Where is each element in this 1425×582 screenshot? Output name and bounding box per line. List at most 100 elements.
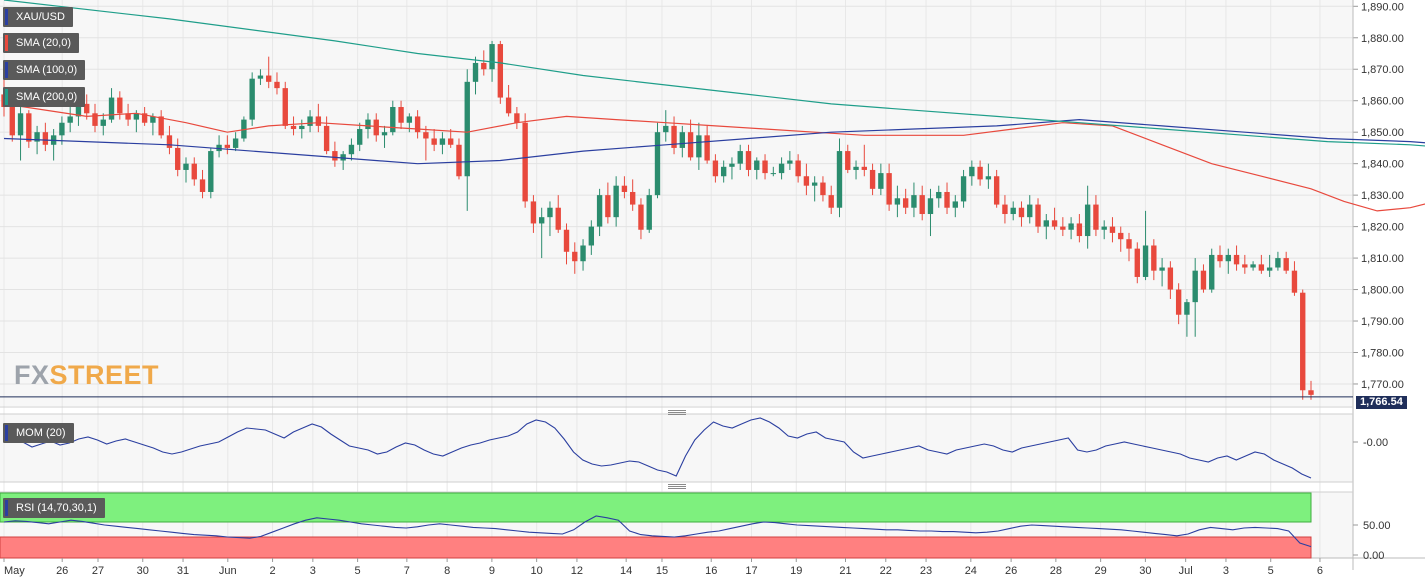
candle-body bbox=[555, 207, 561, 230]
candle-body bbox=[315, 116, 322, 126]
legend-sma100-label: SMA (100,0) bbox=[16, 64, 78, 76]
price-tick-label: 1,890.00 bbox=[1361, 1, 1404, 13]
candle-body bbox=[34, 132, 40, 142]
x-tick-label: 12 bbox=[571, 565, 583, 577]
candle-body bbox=[1060, 226, 1066, 230]
legend-sma200-label: SMA (200,0) bbox=[16, 91, 78, 103]
candle-body bbox=[985, 176, 992, 180]
x-tick-label: 15 bbox=[656, 565, 668, 577]
candle-body bbox=[745, 151, 752, 170]
candle-body bbox=[191, 163, 197, 180]
candle-body bbox=[820, 182, 826, 196]
legend-sma200[interactable]: SMA (200,0) bbox=[3, 87, 86, 107]
candle-body bbox=[1209, 254, 1215, 290]
x-tick-label: 23 bbox=[920, 565, 932, 577]
candle-body bbox=[1175, 289, 1182, 315]
x-tick-label: 16 bbox=[705, 565, 717, 577]
candle-body bbox=[141, 113, 148, 123]
pane-resize-handle-1[interactable] bbox=[668, 410, 686, 416]
rsi-line bbox=[3, 515, 1312, 548]
candle-body bbox=[1233, 254, 1240, 265]
x-tick-label: Jul bbox=[1179, 565, 1193, 577]
x-tick-label: 6 bbox=[1317, 565, 1323, 577]
candle-body bbox=[274, 81, 280, 89]
legend-sma20[interactable]: SMA (20,0) bbox=[3, 33, 80, 53]
candle-body bbox=[125, 113, 131, 120]
legend-symbol[interactable]: XAU/USD bbox=[3, 7, 73, 27]
candle-body bbox=[332, 151, 338, 161]
candle-body bbox=[100, 119, 106, 126]
candle-body bbox=[654, 132, 661, 196]
main-pane-bg bbox=[0, 0, 1353, 406]
legend-rsi[interactable]: RSI (14,70,30,1) bbox=[3, 498, 105, 518]
candle-body bbox=[1250, 264, 1256, 268]
candle-body bbox=[1101, 226, 1107, 230]
candle-body bbox=[26, 113, 32, 142]
candle-body bbox=[712, 160, 719, 177]
candle-body bbox=[290, 125, 297, 130]
candle-body bbox=[133, 113, 140, 120]
price-tick-label: 1,880.00 bbox=[1361, 33, 1404, 45]
candle-body bbox=[464, 81, 470, 177]
candle-body bbox=[199, 179, 206, 192]
candle-body bbox=[845, 151, 851, 170]
legend-mom[interactable]: MOM (20) bbox=[3, 423, 74, 443]
candle-body bbox=[1018, 207, 1025, 218]
candle-body bbox=[398, 107, 404, 123]
candle-body bbox=[1275, 258, 1281, 268]
candle-body bbox=[811, 182, 818, 186]
x-tick-label: 27 bbox=[92, 565, 104, 577]
candle-body bbox=[1184, 302, 1190, 315]
x-tick-label: 30 bbox=[1139, 565, 1151, 577]
candle-body bbox=[795, 160, 801, 177]
candle-body bbox=[572, 251, 578, 262]
candle-body bbox=[679, 132, 686, 148]
candle-body bbox=[216, 144, 222, 152]
candle-body bbox=[861, 166, 867, 170]
candle-body bbox=[390, 107, 396, 133]
candle-body bbox=[671, 125, 677, 148]
candle-body bbox=[42, 132, 49, 145]
candle-body bbox=[1126, 239, 1132, 249]
candle-body bbox=[547, 207, 553, 218]
candle-body bbox=[1291, 270, 1298, 293]
candle-body bbox=[357, 129, 363, 145]
candle-body bbox=[489, 44, 495, 70]
candle-body bbox=[696, 135, 702, 158]
candle-body bbox=[778, 163, 785, 174]
pane-resize-handle-2[interactable] bbox=[668, 484, 686, 490]
price-tick-label: 1,770.00 bbox=[1361, 379, 1404, 391]
candle-body bbox=[596, 195, 603, 227]
candle-body bbox=[869, 169, 876, 189]
candle-body bbox=[456, 144, 462, 177]
candle-body bbox=[1109, 226, 1116, 233]
candle-body bbox=[9, 107, 15, 136]
candle-body bbox=[59, 122, 65, 136]
candle-body bbox=[414, 116, 421, 133]
candle-body bbox=[969, 166, 975, 177]
candle-body bbox=[687, 132, 694, 158]
candle-body bbox=[266, 75, 272, 82]
legend-sma100[interactable]: SMA (100,0) bbox=[3, 60, 86, 80]
candle-body bbox=[208, 151, 214, 192]
candle-body bbox=[770, 173, 776, 175]
candle-body bbox=[960, 176, 967, 202]
candle-body bbox=[1134, 248, 1140, 277]
sma100-line bbox=[3, 118, 1425, 165]
x-tick-label: 29 bbox=[1095, 565, 1107, 577]
candle-body bbox=[183, 163, 189, 170]
candle-body bbox=[108, 97, 115, 120]
symbol-swatch bbox=[5, 9, 8, 25]
sma20-swatch bbox=[5, 35, 8, 51]
x-tick-label: 7 bbox=[404, 565, 410, 577]
fxstreet-logo: FXSTREET bbox=[14, 360, 159, 391]
x-tick-label: 10 bbox=[531, 565, 543, 577]
x-tick-label: 26 bbox=[56, 565, 68, 577]
last-price-badge: 1,766.54 bbox=[1356, 396, 1407, 409]
logo-fx: FX bbox=[14, 360, 50, 390]
candle-body bbox=[580, 245, 586, 262]
candle-body bbox=[448, 138, 454, 145]
candle-body bbox=[1068, 223, 1074, 230]
mom-tick-label: -0.00 bbox=[1363, 437, 1388, 449]
